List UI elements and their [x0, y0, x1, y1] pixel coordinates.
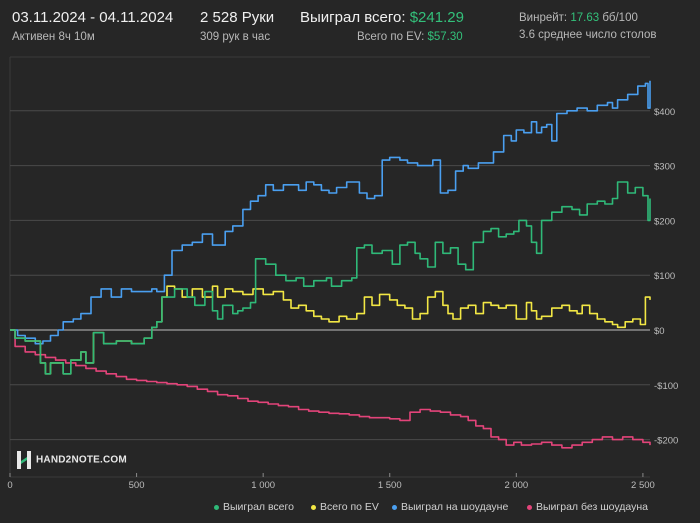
hands-count: 2 528 Руки — [200, 9, 275, 26]
ev-total-value: $57.30 — [427, 31, 463, 43]
legend-label: Выиграл всего — [223, 501, 294, 513]
ev-total: Всего по EV: $57.30 — [357, 31, 463, 43]
y-tick-label: $0 — [654, 326, 665, 337]
y-tick-label: $400 — [654, 107, 675, 118]
logo-h-icon — [17, 451, 31, 469]
ev-total-label: Всего по EV: — [357, 31, 425, 43]
legend-label: Всего по EV — [320, 501, 379, 513]
won-total-label: Выиграл всего: — [300, 9, 406, 26]
chart-legend: Выиграл всего Всего по EV Выиграл на шоу… — [0, 501, 700, 519]
series-line-won-total — [10, 181, 651, 375]
date-range: 03.11.2024 - 04.11.2024 — [12, 9, 174, 26]
avg-tables: 3.6 среднее число столов — [519, 29, 657, 41]
hands-per-hour: 309 рук в час — [200, 31, 271, 43]
series-line-showdown — [10, 80, 651, 345]
y-tick-label: $200 — [654, 216, 675, 227]
x-tick-label: 2 000 — [504, 480, 528, 491]
series-line-non-showdown — [10, 329, 651, 449]
legend-swatch — [311, 504, 316, 510]
active-time: Активен 8ч 10м — [12, 31, 95, 43]
won-total: Выиграл всего: $241.29 — [300, 9, 464, 26]
y-tick-label: -$100 — [654, 381, 678, 392]
legend-item-ev-total[interactable]: Всего по EV — [311, 501, 379, 513]
logo: HAND2NOTE.COM — [17, 451, 127, 469]
winrate-unit: бб/100 — [602, 12, 638, 24]
x-tick-label: 2 500 — [631, 480, 655, 491]
legend-item-non-showdown[interactable]: Выиграл без шоудауна — [527, 501, 648, 513]
legend-label: Выиграл без шоудауна — [536, 501, 648, 513]
legend-swatch — [392, 504, 397, 510]
x-tick-label: 0 — [7, 480, 12, 491]
legend-item-showdown[interactable]: Выиграл на шоудауне — [392, 501, 508, 513]
legend-label: Выиграл на шоудауне — [401, 501, 509, 513]
winrate-value: 17.63 — [570, 12, 600, 24]
legend-swatch — [527, 504, 532, 510]
logo-text: HAND2NOTE.COM — [36, 454, 127, 466]
y-tick-label: -$200 — [654, 436, 678, 447]
x-tick-label: 500 — [129, 480, 145, 491]
y-tick-label: $100 — [654, 271, 675, 282]
legend-swatch — [214, 504, 219, 510]
y-tick-label: $300 — [654, 162, 675, 173]
x-tick-label: 1 000 — [251, 480, 275, 491]
x-tick-label: 1 500 — [378, 480, 402, 491]
legend-item-won-total[interactable]: Выиграл всего — [214, 501, 294, 513]
winrate-label: Винрейт: — [519, 12, 568, 24]
winrate: Винрейт: 17.63 бб/100 — [519, 12, 638, 24]
won-total-value: $241.29 — [409, 9, 464, 26]
